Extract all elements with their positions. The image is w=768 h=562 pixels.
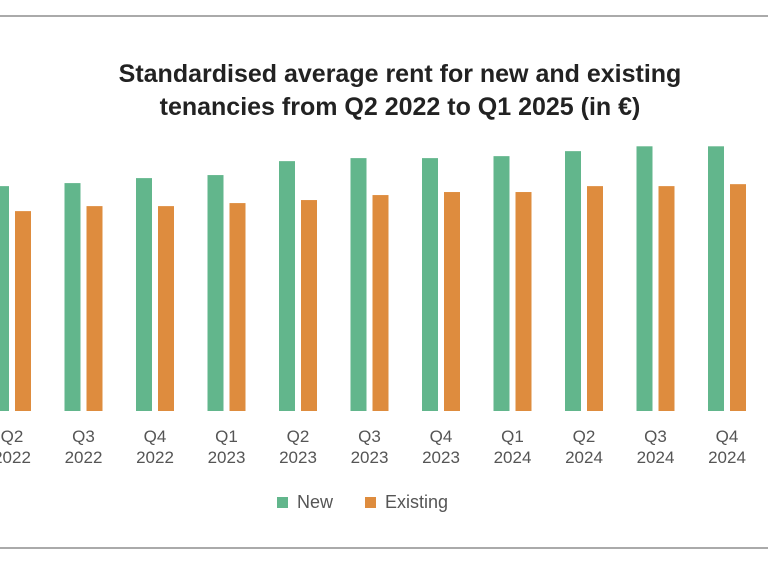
bar [372, 195, 389, 411]
bar [422, 158, 438, 411]
bar [15, 211, 31, 411]
bar [565, 151, 581, 412]
bar [64, 183, 81, 411]
legend-swatch [365, 497, 376, 508]
x-tick-label: Q2 2022 [0, 427, 31, 467]
legend-label: New [297, 492, 334, 512]
bar [636, 146, 653, 411]
x-tick-label: Q4 2023 [422, 427, 460, 467]
bar [708, 146, 724, 411]
bar [515, 192, 532, 411]
x-tick-label: Q2 2024 [565, 427, 603, 467]
x-tick-label: Q4 2022 [136, 427, 174, 467]
x-tick-label: Q1 2024 [493, 427, 532, 467]
bar [229, 203, 246, 411]
x-tick-label: Q4 2024 [708, 427, 746, 467]
bar [587, 186, 603, 411]
bar [493, 156, 510, 411]
bar [444, 192, 460, 411]
bar [207, 175, 224, 411]
legend-label: Existing [385, 492, 449, 512]
bar [86, 206, 103, 411]
x-tick-label: Q3 2022 [64, 427, 103, 467]
bar [730, 184, 746, 411]
x-tick-label: Q3 2024 [636, 427, 675, 467]
bar [658, 186, 675, 411]
x-tick-label: Q1 2023 [207, 427, 246, 467]
x-tick-label: Q3 2023 [350, 427, 389, 467]
x-tick-label: Q2 2023 [279, 427, 317, 467]
bar [279, 161, 295, 411]
bar [158, 206, 174, 411]
bar [350, 158, 367, 411]
bar [136, 178, 152, 411]
chart-title: Standardised average rent for new and ex… [118, 60, 682, 121]
bar [0, 186, 9, 411]
legend-swatch [277, 497, 288, 508]
bar [301, 200, 317, 411]
